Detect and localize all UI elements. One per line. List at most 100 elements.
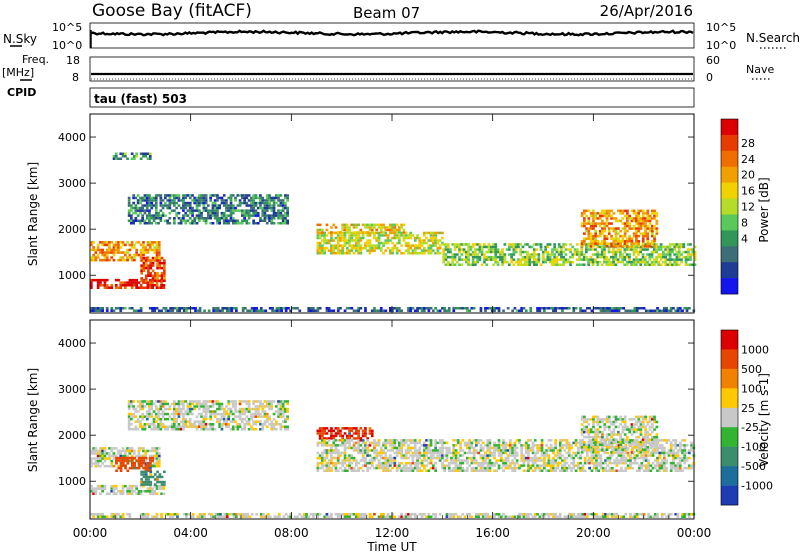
power-cell bbox=[112, 243, 116, 247]
velocity-cell bbox=[254, 415, 258, 418]
velocity-cell bbox=[140, 464, 143, 467]
power-cell bbox=[628, 227, 631, 230]
power-cell bbox=[442, 253, 445, 256]
power-cell bbox=[494, 243, 498, 246]
power-cell bbox=[634, 260, 638, 264]
power-cell bbox=[587, 237, 591, 240]
power-cell bbox=[512, 248, 516, 251]
velocity-cell bbox=[497, 444, 501, 447]
velocity-cell bbox=[241, 412, 244, 416]
power-cell bbox=[640, 307, 644, 310]
velocity-cell bbox=[352, 446, 356, 450]
velocity-cell bbox=[538, 449, 542, 452]
velocity-cell bbox=[434, 469, 437, 472]
power-cell bbox=[494, 248, 498, 251]
velocity-cell bbox=[617, 469, 621, 472]
velocity-cell bbox=[250, 425, 253, 428]
power-cell bbox=[635, 237, 638, 240]
power-cell bbox=[617, 237, 620, 240]
velocity-cell bbox=[527, 464, 530, 467]
power-cell bbox=[245, 211, 249, 215]
power-cell bbox=[592, 234, 595, 238]
velocity-cell bbox=[522, 469, 526, 472]
velocity-cell bbox=[370, 432, 374, 435]
power-cell bbox=[119, 307, 123, 310]
power-cell bbox=[359, 239, 363, 242]
velocity-cell bbox=[368, 444, 372, 447]
power-cell bbox=[672, 307, 675, 310]
velocity-cell bbox=[127, 420, 131, 423]
colorbar-swatch bbox=[721, 134, 738, 152]
power-cell bbox=[691, 263, 695, 266]
velocity-cell bbox=[552, 459, 555, 462]
power-cell bbox=[147, 269, 150, 272]
velocity-cell bbox=[404, 439, 408, 442]
power-cell bbox=[677, 245, 681, 249]
velocity-cell bbox=[370, 456, 374, 460]
power-cell bbox=[589, 242, 593, 245]
velocity-cell bbox=[644, 469, 648, 472]
power-cell bbox=[148, 214, 151, 217]
velocity-cell bbox=[209, 423, 212, 426]
power-cell bbox=[693, 253, 697, 256]
velocity-cell bbox=[119, 459, 123, 462]
power-cell bbox=[198, 201, 201, 205]
velocity-cell bbox=[265, 415, 269, 418]
power-cell bbox=[571, 253, 575, 256]
velocity-cell bbox=[182, 412, 185, 416]
power-cell bbox=[666, 250, 670, 254]
power-cell bbox=[332, 246, 336, 250]
power-cell bbox=[155, 253, 159, 257]
power-cell bbox=[105, 248, 109, 252]
power-cell bbox=[121, 256, 125, 259]
velocity-cell bbox=[536, 459, 539, 462]
velocity-cell bbox=[325, 454, 329, 457]
power-cell bbox=[398, 249, 401, 252]
power-cell bbox=[423, 252, 426, 255]
power-cell bbox=[250, 201, 253, 205]
power-cell bbox=[603, 245, 606, 249]
power-cell bbox=[99, 241, 102, 244]
power-cell bbox=[108, 246, 111, 249]
power-cell bbox=[377, 244, 381, 247]
power-cell bbox=[612, 227, 616, 230]
power-cell bbox=[666, 263, 670, 266]
power-cell bbox=[316, 236, 320, 240]
power-cell bbox=[566, 258, 570, 261]
power-cell bbox=[135, 278, 138, 282]
velocity-cell bbox=[595, 464, 598, 467]
power-cell bbox=[545, 307, 548, 310]
power-cell bbox=[252, 204, 255, 207]
velocity-cell bbox=[130, 447, 134, 450]
power-cell bbox=[153, 307, 157, 310]
velocity-cell bbox=[155, 459, 159, 463]
power-cell bbox=[646, 209, 650, 213]
power-cell bbox=[330, 226, 333, 229]
velocity-cell bbox=[635, 449, 639, 452]
velocity-cell bbox=[488, 439, 492, 442]
power-cell bbox=[361, 246, 365, 250]
power-cell bbox=[325, 241, 329, 245]
power-cell bbox=[96, 253, 100, 257]
power-cell bbox=[564, 243, 568, 246]
velocity-cell bbox=[275, 410, 278, 413]
velocity-cell bbox=[418, 451, 422, 455]
power-cell bbox=[391, 241, 394, 245]
velocity-cell bbox=[345, 456, 349, 460]
velocity-cell bbox=[357, 451, 360, 455]
power-cell bbox=[413, 244, 417, 247]
velocity-cell bbox=[155, 457, 159, 460]
velocity-cell bbox=[173, 425, 176, 428]
power-cell bbox=[216, 206, 219, 210]
power-cell bbox=[589, 234, 593, 238]
nsky-label: N.Sky bbox=[3, 32, 37, 46]
velocity-cell bbox=[572, 456, 576, 460]
velocity-cell bbox=[131, 466, 134, 470]
power-cell bbox=[589, 260, 593, 264]
velocity-cell bbox=[130, 417, 133, 421]
power-cell bbox=[133, 253, 136, 257]
velocity-cell bbox=[441, 466, 444, 470]
power-cell bbox=[284, 201, 287, 205]
velocity-cell bbox=[216, 407, 219, 411]
power-cell bbox=[141, 209, 144, 212]
